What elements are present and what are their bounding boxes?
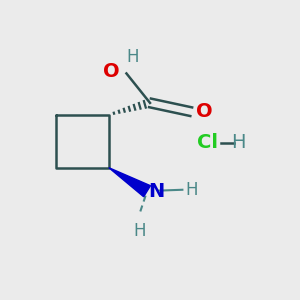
Text: Cl: Cl <box>197 133 218 152</box>
Text: O: O <box>196 102 212 121</box>
Text: N: N <box>148 182 165 201</box>
Text: H: H <box>231 133 246 152</box>
Text: O: O <box>103 62 120 82</box>
Text: H: H <box>185 181 198 199</box>
Text: H: H <box>126 48 139 66</box>
Polygon shape <box>109 168 151 197</box>
Text: H: H <box>134 222 146 240</box>
